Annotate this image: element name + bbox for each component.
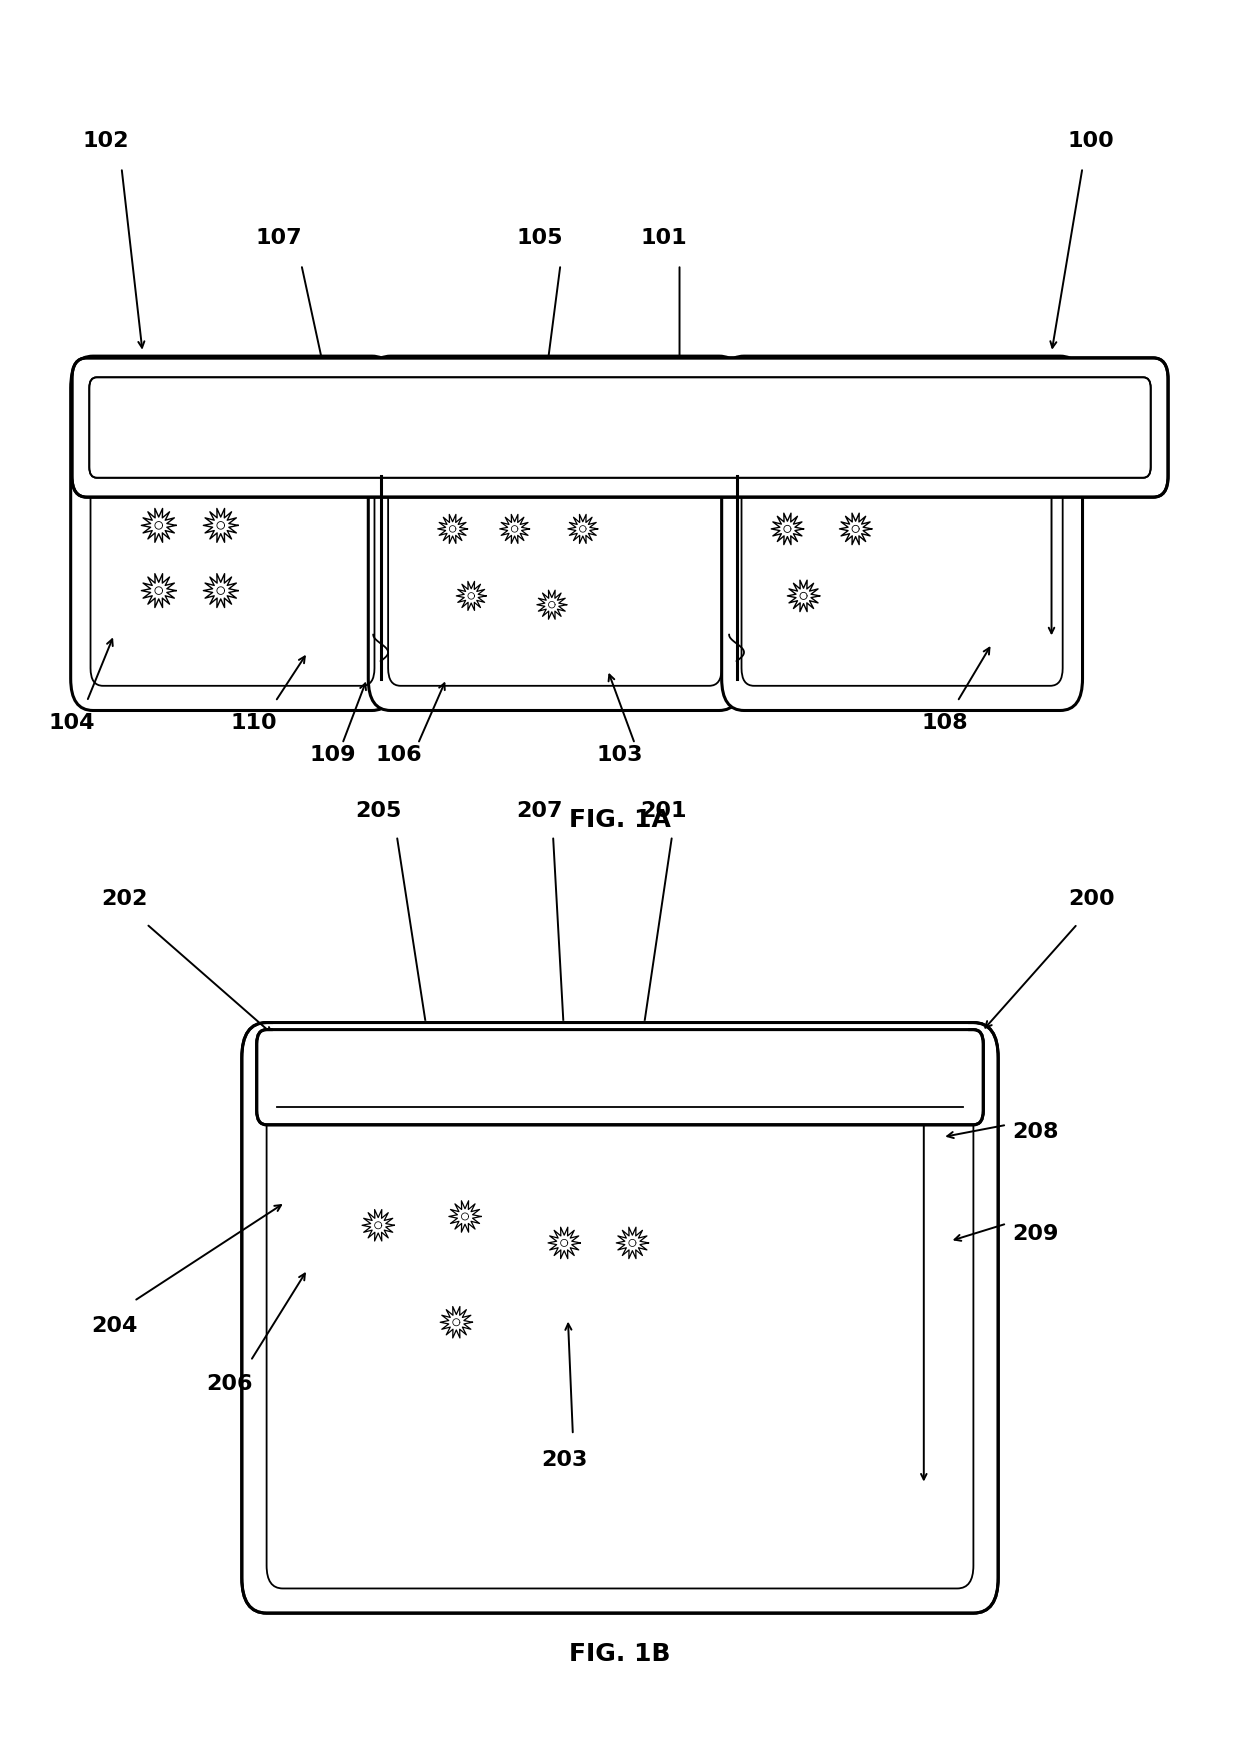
Text: 109: 109 [309,744,356,765]
FancyBboxPatch shape [72,358,1168,497]
Text: 206: 206 [206,1373,253,1395]
Text: 108: 108 [921,712,968,733]
Text: FIG. 1B: FIG. 1B [569,1641,671,1666]
Text: 102: 102 [82,130,129,152]
Text: 104: 104 [48,712,95,733]
Text: 203: 203 [541,1449,588,1470]
FancyBboxPatch shape [257,1030,983,1125]
Text: 103: 103 [596,744,644,765]
Text: 201: 201 [640,800,687,822]
Text: FIG. 1A: FIG. 1A [569,807,671,832]
Text: 209: 209 [1012,1224,1059,1245]
Text: 106: 106 [376,744,423,765]
Text: 205: 205 [355,800,402,822]
FancyBboxPatch shape [71,356,394,710]
Text: 101: 101 [640,227,687,249]
Text: 110: 110 [231,712,278,733]
Text: 105: 105 [516,227,563,249]
Text: 204: 204 [91,1315,138,1336]
Text: 200: 200 [1068,889,1115,910]
Text: 208: 208 [1012,1121,1059,1142]
Text: 107: 107 [255,227,303,249]
Text: 202: 202 [100,889,148,910]
Text: 207: 207 [516,800,563,822]
Text: 100: 100 [1068,130,1115,152]
FancyBboxPatch shape [368,356,742,710]
FancyBboxPatch shape [722,356,1083,710]
FancyBboxPatch shape [242,1023,998,1613]
